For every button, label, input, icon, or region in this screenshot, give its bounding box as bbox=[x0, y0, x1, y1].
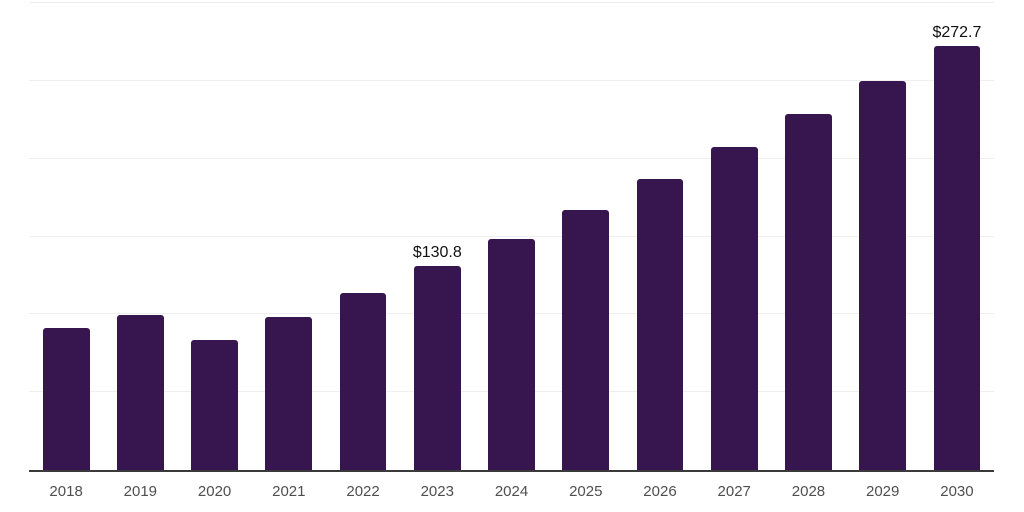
bar-2022 bbox=[339, 293, 387, 470]
bar-band-2022 bbox=[326, 3, 400, 470]
bar-band-2029 bbox=[846, 3, 920, 470]
gridline bbox=[29, 157, 994, 159]
plot-area: $130.8 $272.7 bbox=[29, 2, 994, 472]
x-axis-label-2021: 2021 bbox=[272, 483, 306, 500]
x-axis-labels: 2018 2019 2020 2021 2022 2023 2024 2025 2026 2027… bbox=[29, 474, 994, 508]
bar-2026 bbox=[636, 178, 684, 470]
bar-band-2027 bbox=[697, 3, 771, 470]
x-axis-label-2022: 2022 bbox=[346, 483, 380, 500]
bar-2029 bbox=[859, 80, 907, 470]
bar-band-2023: $130.8 bbox=[400, 3, 474, 470]
bar-2023 bbox=[413, 266, 461, 470]
bar-2027 bbox=[710, 147, 758, 470]
gridline bbox=[29, 235, 994, 237]
x-axis-label-2018: 2018 bbox=[49, 483, 83, 500]
gridline bbox=[29, 79, 994, 81]
x-axis-label-2027: 2027 bbox=[717, 483, 751, 500]
x-axis-label-2028: 2028 bbox=[791, 483, 826, 500]
x-axis-label-2029: 2029 bbox=[866, 483, 900, 500]
bar-band-2026 bbox=[623, 3, 697, 470]
bar-2019 bbox=[116, 315, 164, 470]
bar-band-2020 bbox=[177, 3, 251, 470]
data-label-2030: $272.7 bbox=[932, 23, 982, 41]
bar-2030 bbox=[933, 45, 981, 470]
x-axis-label-2019: 2019 bbox=[123, 483, 158, 500]
bar-band-2030: $272.7 bbox=[920, 3, 994, 470]
bar-2018 bbox=[42, 328, 90, 470]
data-label-2023: $130.8 bbox=[412, 244, 462, 262]
bar-2028 bbox=[785, 114, 832, 470]
x-axis-label-2026: 2026 bbox=[643, 483, 677, 500]
x-axis-label-2020: 2020 bbox=[197, 483, 232, 500]
gridline bbox=[29, 2, 994, 3]
bar-band-2028 bbox=[771, 3, 845, 470]
bars: $130.8 $272.7 bbox=[29, 3, 994, 470]
bar-band-2025 bbox=[549, 3, 623, 470]
bar-band-2019 bbox=[103, 3, 177, 470]
bar-2021 bbox=[265, 317, 313, 470]
bar-band-2024 bbox=[474, 3, 548, 470]
bar-band-2018 bbox=[29, 3, 103, 470]
bar-band-2021 bbox=[252, 3, 326, 470]
bar-2020 bbox=[191, 340, 238, 470]
x-axis-label-2023: 2023 bbox=[420, 483, 454, 500]
x-axis-label-2024: 2024 bbox=[494, 483, 529, 500]
x-axis-label-2030: 2030 bbox=[940, 483, 974, 500]
bar-2024 bbox=[488, 238, 535, 470]
x-axis-label-2025: 2025 bbox=[569, 483, 603, 500]
bar-2025 bbox=[562, 209, 610, 470]
